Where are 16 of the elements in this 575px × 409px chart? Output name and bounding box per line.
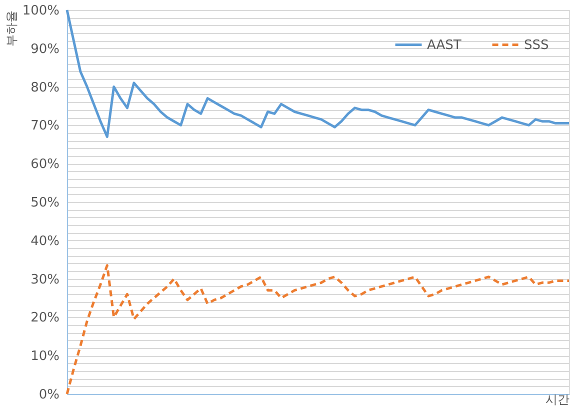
y-tick-label: 40% (30, 234, 60, 249)
y-tick-label: 60% (30, 157, 60, 172)
y-tick-label: 100% (22, 4, 60, 18)
y-tick-label: 50% (30, 196, 60, 210)
y-tick-label: 70% (30, 118, 60, 134)
y-tick-label: 80% (30, 80, 60, 96)
y-tick-label: 20% (30, 310, 60, 326)
line-series (66, 8, 570, 138)
y-axis-title: 부하율 (4, 10, 18, 46)
y-tick-label: 30% (30, 272, 60, 288)
y-tick-label: 10% (30, 349, 60, 364)
legend-label: SSS (524, 38, 549, 53)
y-tick-label: 90% (30, 42, 60, 57)
legend-label: AAST (427, 38, 462, 53)
x-axis-title: 시간 (546, 392, 570, 406)
y-tick-label: 0% (38, 388, 60, 402)
